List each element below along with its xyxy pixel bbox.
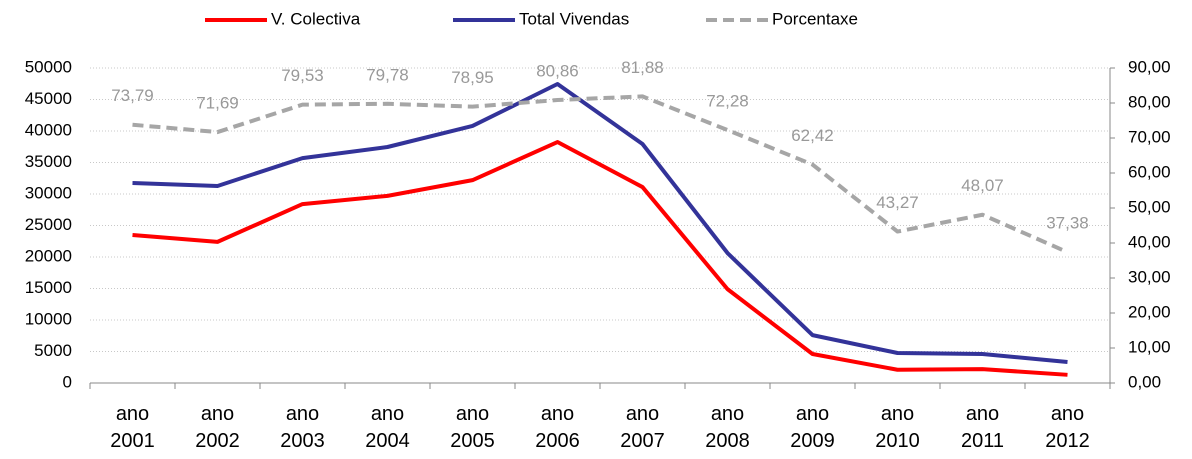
data-label: 72,28	[706, 92, 749, 111]
y-tick-label: 0	[63, 372, 72, 391]
y2-tick-label: 70,00	[1128, 127, 1171, 146]
legend-label: Porcentaxe	[772, 9, 858, 28]
x-tick-label: ano 2006	[535, 403, 580, 452]
legend-label: V. Colectiva	[271, 9, 361, 28]
y2-tick-label: 0,00	[1128, 372, 1161, 391]
legend-label: Total Vivendas	[519, 9, 629, 28]
y2-tick-label: 80,00	[1128, 92, 1171, 111]
series-line	[132, 82, 1068, 365]
y2-tick-label: 60,00	[1128, 162, 1171, 181]
data-label: 48,07	[961, 176, 1004, 195]
y-tick-label: 50000	[25, 57, 72, 76]
x-tick-label: ano 2005	[450, 403, 495, 452]
x-tick-label: ano 2004	[365, 403, 410, 452]
data-label: 78,95	[451, 68, 494, 87]
y2-tick-label: 10,00	[1128, 337, 1171, 356]
data-label: 80,86	[536, 61, 579, 80]
x-tick-label: ano 2003	[280, 403, 325, 452]
y-tick-label: 10000	[25, 309, 72, 328]
y2-tick-label: 40,00	[1128, 232, 1171, 251]
data-label: 43,27	[876, 193, 919, 212]
x-tick-label: ano 2012	[1045, 403, 1090, 452]
x-tick-label: ano 2002	[195, 403, 240, 452]
series-line	[132, 140, 1068, 377]
y-tick-label: 40000	[25, 120, 72, 139]
y-tick-label: 15000	[25, 278, 72, 297]
x-tick-label: ano 2011	[961, 403, 1004, 452]
y-tick-label: 25000	[25, 215, 72, 234]
y-tick-label: 20000	[25, 246, 72, 265]
x-tick-label: ano 2010	[875, 403, 920, 452]
x-tick-label: ano 2001	[110, 403, 155, 452]
data-label: 81,88	[621, 58, 664, 77]
x-tick-label: ano 2008	[705, 403, 750, 452]
data-label: 71,69	[196, 94, 239, 113]
y-tick-label: 5000	[34, 341, 72, 360]
data-label: 79,78	[366, 65, 409, 84]
y2-tick-label: 20,00	[1128, 302, 1171, 321]
x-tick-label: ano 2007	[620, 403, 665, 452]
y-tick-label: 45000	[25, 89, 72, 108]
data-label: 37,38	[1046, 214, 1089, 233]
y2-tick-label: 30,00	[1128, 267, 1171, 286]
y-tick-label: 30000	[25, 183, 72, 202]
data-label: 62,42	[791, 126, 834, 145]
y2-tick-label: 90,00	[1128, 57, 1171, 76]
data-label: 79,53	[281, 66, 324, 85]
y-tick-label: 35000	[25, 152, 72, 171]
y2-tick-label: 50,00	[1128, 197, 1171, 216]
x-tick-label: ano 2009	[790, 403, 835, 452]
series-line	[132, 94, 1069, 255]
data-label: 73,79	[111, 86, 154, 105]
